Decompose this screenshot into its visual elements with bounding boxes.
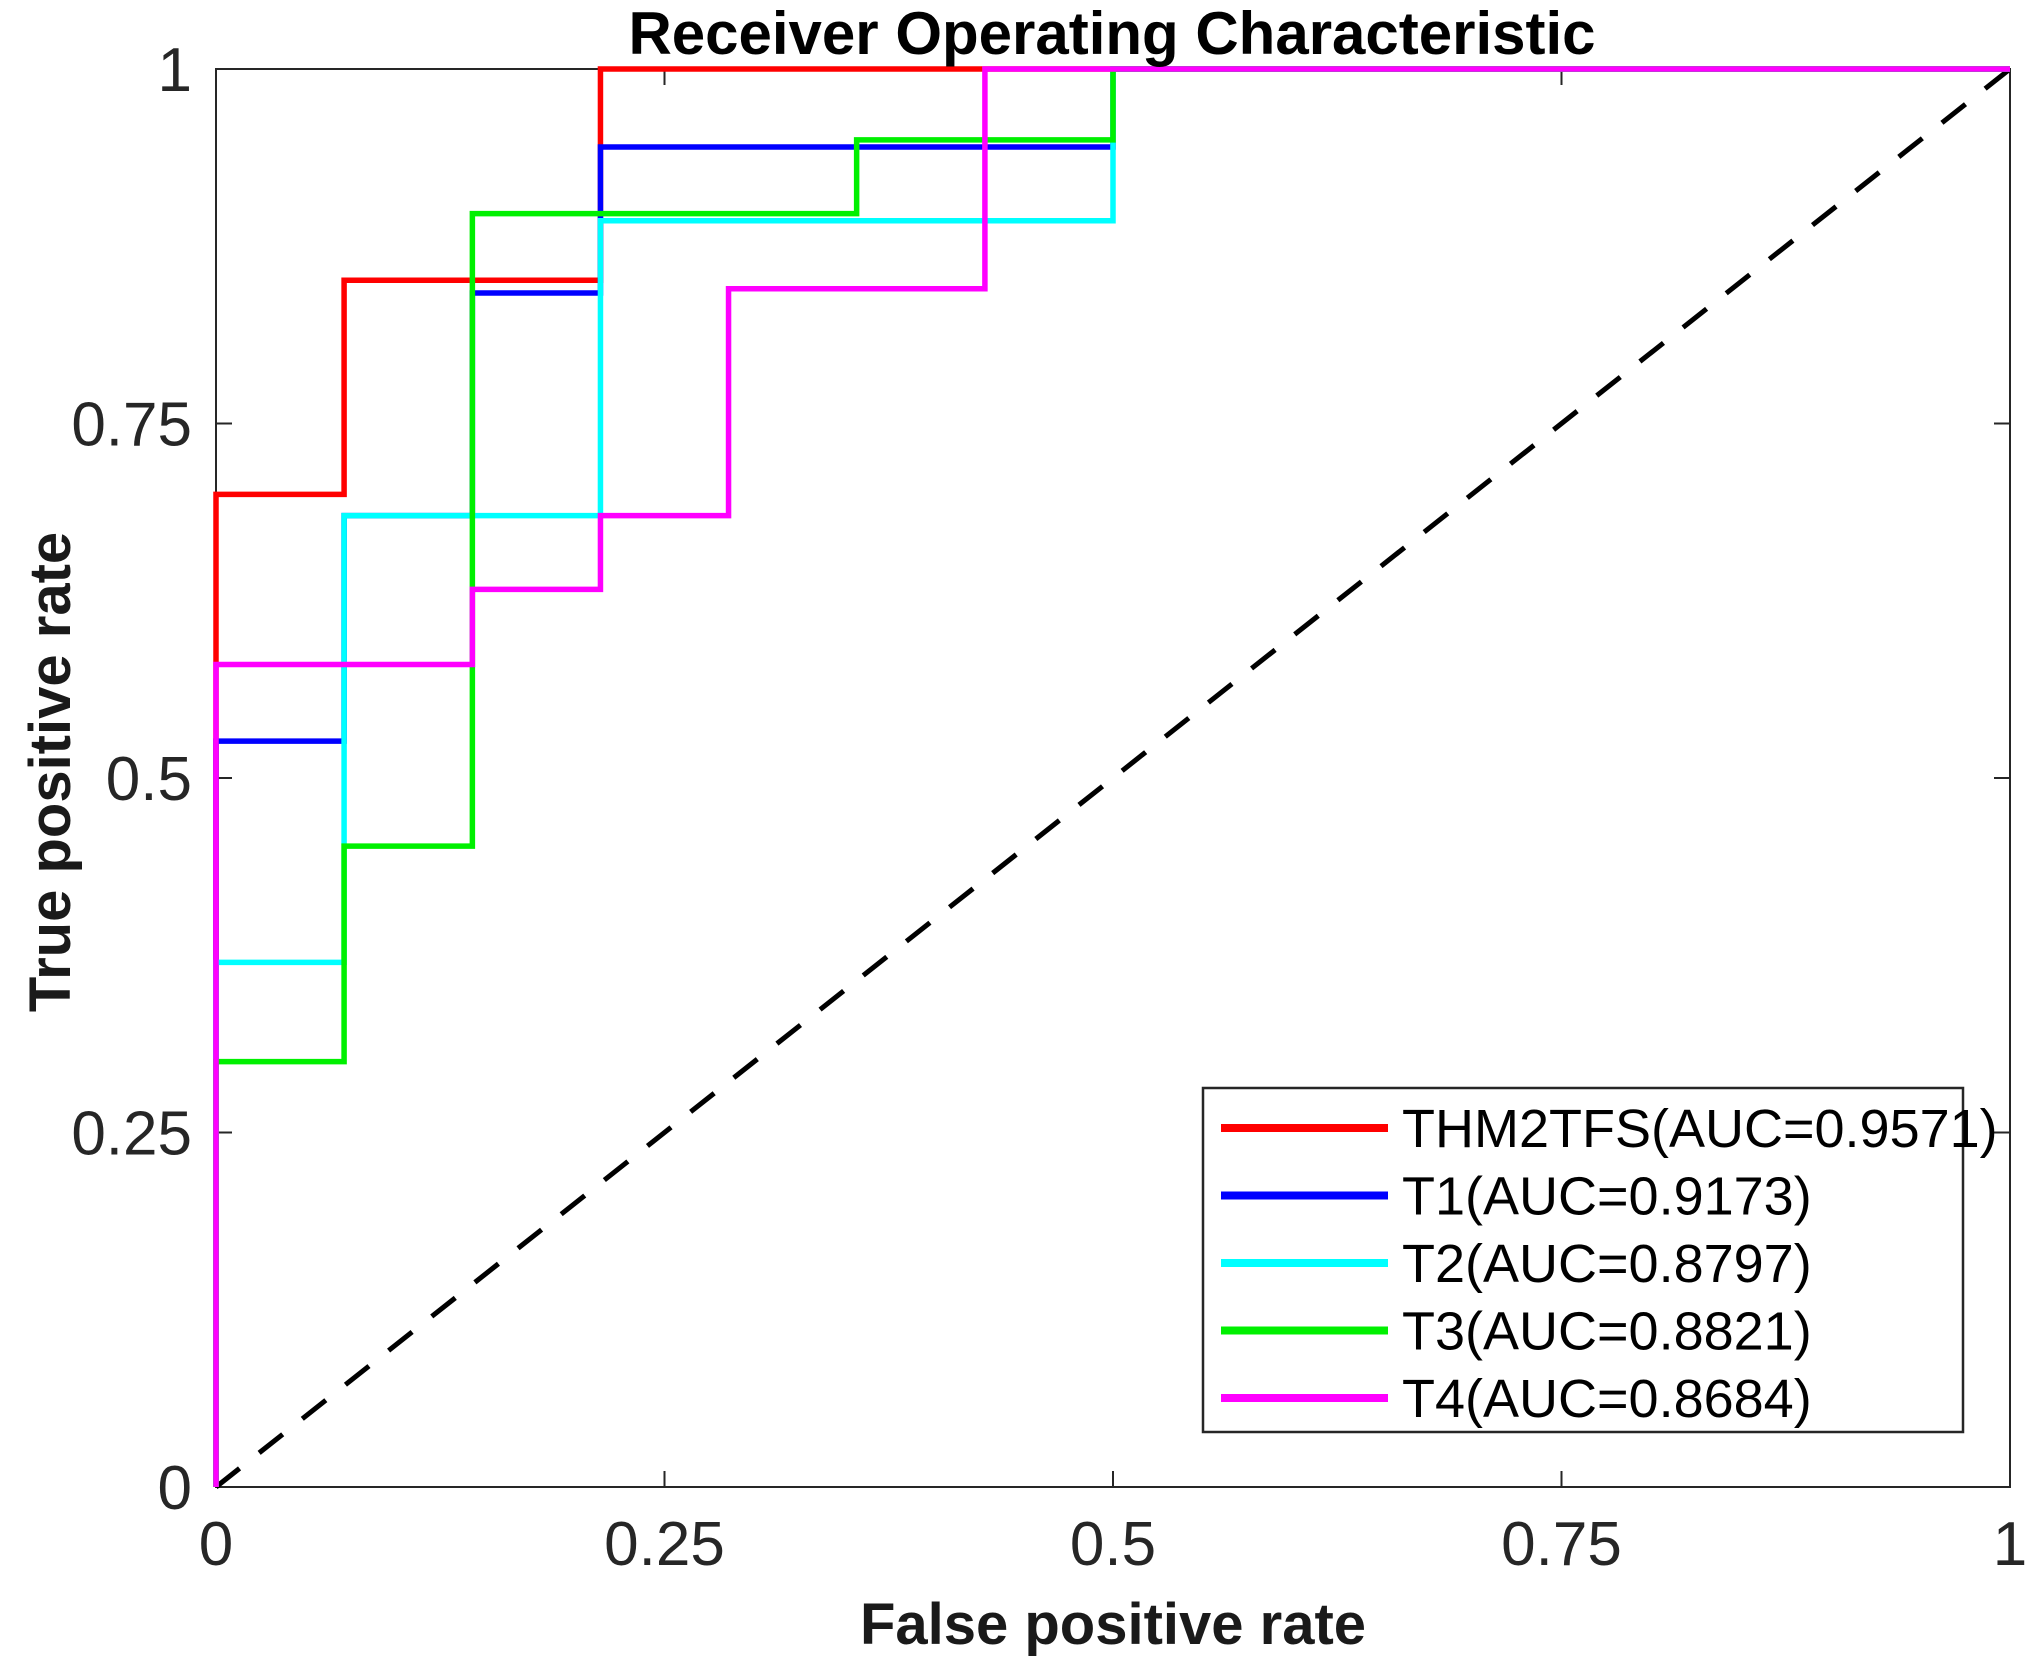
legend-entry-T3: T3(AUC=0.8821) [1221, 1302, 1812, 1362]
y-tick-label: 0 [158, 1454, 192, 1523]
y-tick-label: 0.75 [71, 391, 192, 460]
legend-label-THM2TFS: THM2TFS(AUC=0.9571) [1402, 1099, 1998, 1159]
roc-curve-THM2TFS [213, 66, 2010, 1487]
curves [213, 66, 2010, 1487]
y-tick-label: 0.25 [71, 1100, 192, 1169]
x-axis-label: False positive rate [860, 1592, 1366, 1657]
legend-label-T1: T1(AUC=0.9173) [1402, 1167, 1812, 1227]
x-tick-label: 1 [1993, 1510, 2027, 1579]
legend-label-T3: T3(AUC=0.8821) [1402, 1302, 1812, 1362]
x-tick-label: 0.5 [1070, 1510, 1156, 1579]
legend-label-T4: T4(AUC=0.8684) [1402, 1369, 1812, 1429]
axes: 0 0.25 0.5 0.75 1 0 0.25 0.5 0.75 1 [71, 36, 2027, 1579]
legend-label-T2: T2(AUC=0.8797) [1402, 1234, 1812, 1294]
legend-entry-THM2TFS: THM2TFS(AUC=0.9571) [1221, 1099, 1998, 1159]
legend: THM2TFS(AUC=0.9571) T1(AUC=0.9173) T2(AUC=… [1201, 1086, 1998, 1434]
x-tick-label: 0.75 [1501, 1510, 1622, 1579]
roc-curve-T3 [213, 66, 2010, 1487]
legend-entry-T4: T4(AUC=0.8684) [1221, 1369, 1812, 1429]
x-tick-label: 0.25 [604, 1510, 725, 1579]
roc-curve-T4 [213, 66, 2010, 1487]
legend-entry-T2: T2(AUC=0.8797) [1221, 1234, 1812, 1294]
x-tick-label: 0 [199, 1510, 233, 1579]
y-tick-label: 1 [158, 36, 192, 105]
y-axis-label: True positive rate [18, 532, 83, 1012]
y-tick-label: 0.5 [106, 745, 192, 814]
chart-title: Receiver Operating Characteristic [628, 0, 1595, 67]
legend-entry-T1: T1(AUC=0.9173) [1221, 1167, 1812, 1227]
